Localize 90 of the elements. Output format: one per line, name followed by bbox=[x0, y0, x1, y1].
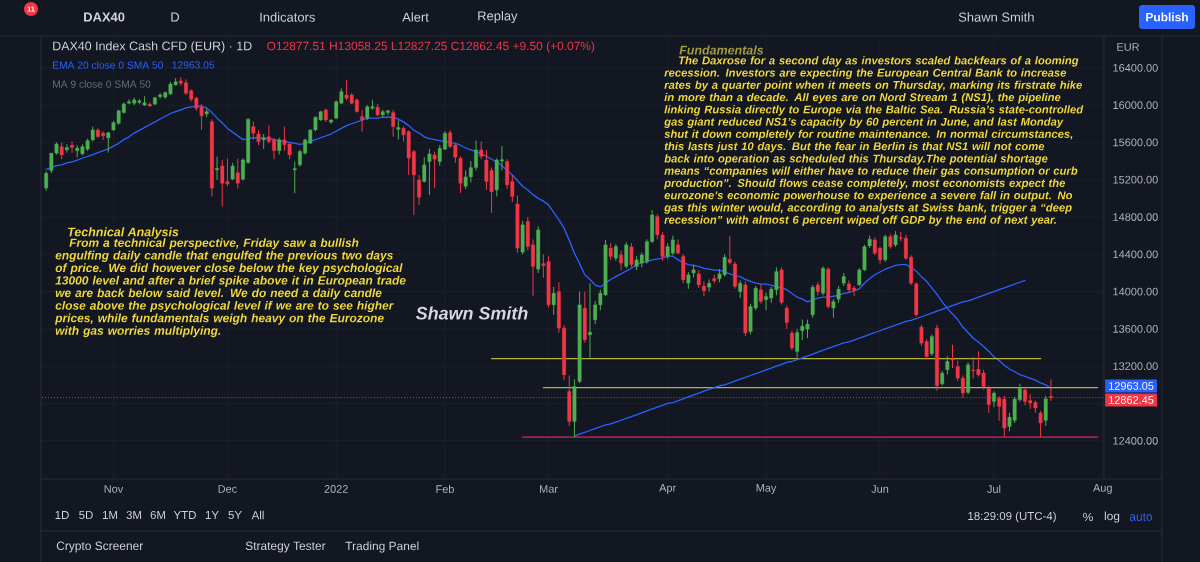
text: Strategy Tester bbox=[245, 541, 326, 553]
x-tick-label: May bbox=[756, 484, 777, 494]
candlestick bbox=[758, 283, 763, 305]
candlestick bbox=[950, 344, 955, 369]
y-tick-label: 14400.00 bbox=[1113, 250, 1158, 259]
text: EMA 20 close 0 SMA 50 bbox=[53, 61, 164, 69]
candlestick bbox=[106, 131, 111, 154]
text: Trading Panel bbox=[345, 541, 419, 553]
candlestick bbox=[945, 355, 950, 376]
annotation: From a technical perspective, Friday saw a bullish engulfing daily candle that engulfed the previous two days of price. We did however close below the key psychological 13000 level and after a brief spike above it in European trade we are back below said level. We do need a daily candle close above the psychological level if we are to see higher prices, while fundamentals weigh heavy on the Eurozone with gas worries multiplying. bbox=[54, 238, 406, 338]
candlestick bbox=[292, 161, 297, 194]
x-tick-label: Dec bbox=[218, 485, 237, 493]
candlestick bbox=[784, 305, 789, 330]
candlestick bbox=[215, 156, 219, 181]
x-tick-label: Aug bbox=[1092, 484, 1112, 494]
x-tick-label: Jun bbox=[871, 485, 889, 493]
y-tick-label: 12400.00 bbox=[1113, 436, 1158, 445]
candlestick bbox=[624, 241, 629, 269]
candlestick bbox=[929, 333, 934, 357]
text: Publish bbox=[1146, 12, 1188, 22]
candlestick bbox=[360, 109, 364, 133]
candlestick bbox=[427, 148, 432, 196]
text: Alert bbox=[402, 12, 429, 22]
candlestick bbox=[551, 286, 556, 316]
text: All bbox=[251, 510, 264, 520]
annotation: Shawn Smith bbox=[415, 306, 528, 320]
y-tick-label: 16400.00 bbox=[1113, 63, 1158, 72]
y-tick-label: 13600.00 bbox=[1113, 325, 1158, 333]
x-tick-label: Mar bbox=[540, 485, 558, 493]
candlestick bbox=[1043, 395, 1048, 427]
y-tick-label: 15600.00 bbox=[1113, 138, 1158, 147]
candlestick bbox=[681, 253, 686, 284]
candlestick bbox=[795, 328, 800, 359]
text: Indicators bbox=[260, 12, 315, 22]
candlestick bbox=[1038, 410, 1043, 438]
text: Crypto Screener bbox=[56, 541, 144, 553]
x-tick-label: Nov bbox=[104, 485, 124, 493]
ref-line-label: 12862.45 bbox=[1109, 396, 1154, 404]
candlestick bbox=[790, 330, 794, 351]
candlestick bbox=[831, 298, 836, 319]
candlestick bbox=[883, 234, 888, 263]
x-tick-label: 2022 bbox=[324, 485, 348, 493]
annotation: Fundamentals bbox=[679, 45, 764, 55]
candlestick bbox=[629, 242, 634, 268]
candlestick bbox=[422, 156, 427, 183]
text: % bbox=[1083, 512, 1093, 522]
y-axis-title: EUR bbox=[1117, 43, 1140, 51]
text: YTD bbox=[173, 511, 196, 519]
y-tick-label: 14000.00 bbox=[1113, 287, 1158, 296]
candlestick bbox=[588, 282, 592, 359]
candlestick bbox=[432, 151, 437, 189]
text: log bbox=[1104, 511, 1120, 523]
candlestick bbox=[707, 278, 712, 293]
text: DAX40 bbox=[84, 12, 125, 22]
text: 18:29:09 (UTC-4) bbox=[968, 511, 1056, 523]
candlestick bbox=[70, 140, 74, 154]
candlestick bbox=[64, 143, 69, 154]
text: Replay bbox=[478, 10, 518, 24]
x-tick-label: Feb bbox=[436, 484, 454, 494]
text: The Daxrose for a second day as investors scaled backfears of a looming recession. Investors are expecting the European Central Bank to increase rates by a quarter point when it meets on Thursday, marking its firstrate hike in more than a decade. All eyes are on Nord Stream 1 (NS1), the pipeline linking Russia directly to Europe via the Baltic Sea. Russia’s state-controlled gas giant reduced NS1’s capacity by 60 percent in June, and last Monday shut it down completely for routine maintenance. In normal circumstances, this lasts just 10 days. But the fear in Berlin is that NS1 will not come back into operation as scheduled this Thursday.The potential shortage means “companies will either have to reduce their gas consumption or curb production”. Should flows cease completely, most economists expect the eurozone’s economic powerhouse to experience a severe fall in output. No gas this winter would, according to analysts at Swiss bank, trigger a “deep recession” with almost 6 percent wiped off GDP by the end of next year. bbox=[663, 56, 1084, 226]
annotation: Technical Analysis bbox=[68, 227, 179, 239]
y-tick-label: 13200.00 bbox=[1113, 362, 1158, 371]
candlestick bbox=[417, 174, 421, 206]
text: 3M bbox=[126, 510, 142, 520]
candlestick bbox=[727, 235, 732, 266]
text: D bbox=[171, 12, 180, 22]
text: 5D bbox=[79, 510, 93, 519]
candlestick bbox=[391, 109, 396, 138]
candlestick bbox=[733, 261, 737, 290]
annotation: 12963.05 bbox=[172, 61, 215, 69]
y-tick-label: 15200.00 bbox=[1113, 175, 1158, 184]
text: 5Y bbox=[228, 510, 242, 519]
text: 1M bbox=[102, 511, 118, 519]
y-tick-label: 14800.00 bbox=[1113, 213, 1158, 221]
chart-subtitle: O12877.51 H13058.25 L12827.25 C12862.45 +9.50 (+0.07%) bbox=[267, 41, 595, 53]
candlestick bbox=[396, 119, 401, 141]
x-tick-label: Apr bbox=[659, 484, 677, 494]
y-tick-label: 16000.00 bbox=[1113, 101, 1158, 109]
x-tick-label: Jul bbox=[987, 484, 1001, 494]
candlestick bbox=[44, 170, 49, 192]
text: 6M bbox=[150, 510, 166, 520]
candlestick bbox=[619, 250, 623, 271]
chart-title: DAX40 Index Cash CFD (EUR) · 1D bbox=[53, 41, 252, 53]
candlestick bbox=[235, 158, 240, 190]
text: auto bbox=[1129, 513, 1153, 521]
text: 1D bbox=[55, 511, 69, 519]
annotation: MA 9 close 0 SMA 50 bbox=[53, 80, 151, 88]
text: Shawn Smith bbox=[958, 12, 1034, 22]
text: 1Y bbox=[205, 511, 219, 519]
text: 12963.05 bbox=[1109, 382, 1154, 390]
